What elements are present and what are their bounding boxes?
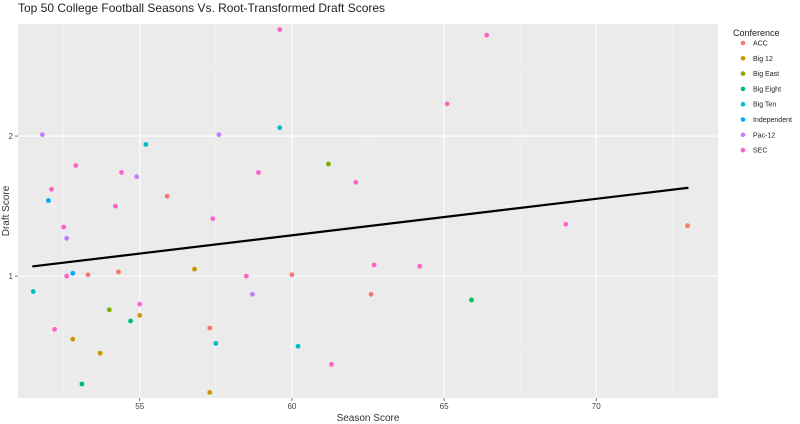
- data-point-independent: [46, 198, 51, 203]
- data-point-big-east: [326, 161, 331, 167]
- data-point-sec: [137, 301, 143, 307]
- data-point-sec: [119, 170, 124, 175]
- legend-label: Big East: [753, 71, 779, 78]
- data-point-sec: [563, 221, 569, 227]
- legend-title: Conference: [733, 28, 780, 38]
- x-axis-ticks: 55 60 65 70: [135, 398, 601, 411]
- data-point-acc: [289, 272, 295, 278]
- data-point-sec: [417, 263, 423, 269]
- trend-line: [32, 186, 689, 268]
- data-point-big-12: [192, 266, 197, 272]
- x-tick-label: 70: [592, 402, 601, 411]
- legend-swatch: [740, 71, 746, 76]
- legend: Conference ACC Big 12 Big East Big Eight Big…: [733, 28, 792, 155]
- data-point-big-ten: [213, 340, 219, 346]
- y-axis-title: Draft Score: [1, 185, 12, 236]
- x-tick-label: 65: [440, 402, 449, 411]
- data-point-pac-12: [64, 235, 70, 241]
- data-point-big-12: [70, 336, 76, 342]
- data-point-acc: [116, 269, 121, 275]
- legend-label: SEC: [753, 148, 767, 155]
- legend-items: ACC Big 12 Big East Big Eight Big Ten Indepen…: [740, 40, 792, 155]
- x-tick-label: 55: [135, 402, 144, 411]
- data-point-sec: [444, 101, 450, 107]
- data-point-sec: [277, 27, 283, 33]
- data-point-sec: [49, 186, 54, 192]
- legend-swatch: [740, 147, 746, 153]
- x-tick-label: 60: [287, 402, 296, 411]
- data-point-sec: [371, 262, 377, 268]
- data-point-pac-12: [249, 291, 255, 297]
- data-point-sec: [210, 216, 216, 222]
- legend-label: Big 12: [753, 56, 773, 63]
- legend-label: Big Ten: [753, 102, 776, 109]
- minor-gridlines: [18, 24, 718, 398]
- y-tick-label: 2: [9, 132, 14, 141]
- data-point-acc: [368, 291, 374, 297]
- data-point-big-eight: [79, 381, 85, 387]
- data-point-big-east: [106, 307, 112, 313]
- data-point-acc: [685, 223, 690, 229]
- data-point-big-12: [137, 312, 143, 318]
- legend-swatch: [740, 86, 746, 92]
- data-point-big-ten: [277, 125, 283, 131]
- data-point-sec: [61, 224, 67, 230]
- data-point-sec: [329, 361, 334, 367]
- legend-swatch: [740, 101, 746, 107]
- data-point-independent: [70, 270, 76, 276]
- data-point-big-ten: [30, 289, 36, 294]
- legend-label: Independent: [753, 117, 792, 124]
- data-point-sec: [256, 170, 261, 175]
- data-point-pac-12: [39, 132, 45, 138]
- x-axis-title: Season Score: [337, 413, 400, 424]
- data-point-acc: [164, 193, 170, 199]
- legend-swatch: [740, 56, 746, 61]
- data-point-acc: [85, 272, 91, 278]
- major-gridlines: [18, 24, 718, 398]
- legend-swatch: [740, 40, 746, 46]
- data-point-sec: [73, 163, 79, 168]
- legend-label: Big Eight: [753, 86, 781, 93]
- legend-swatch: [740, 132, 746, 138]
- data-point-sec: [112, 203, 118, 209]
- data-point-sec: [52, 326, 57, 332]
- legend-label: Pac-12: [753, 132, 775, 139]
- data-point-acc: [207, 325, 213, 331]
- y-tick-label: 1: [9, 272, 14, 281]
- data-point-pac-12: [216, 132, 222, 138]
- data-point-sec: [64, 273, 70, 279]
- data-points: [30, 27, 690, 395]
- data-point-big-eight: [469, 297, 474, 303]
- data-point-big-12: [97, 350, 103, 356]
- data-point-big-ten: [295, 343, 301, 349]
- legend-swatch: [740, 117, 746, 122]
- legend-label: ACC: [753, 41, 768, 48]
- data-point-big-eight: [128, 318, 134, 324]
- data-point-pac-12: [134, 174, 140, 180]
- data-point-sec: [243, 273, 249, 279]
- trend-line-layer: [32, 186, 689, 268]
- y-axis-ticks: 12: [9, 132, 18, 281]
- data-point-sec: [353, 179, 359, 185]
- data-point-sec: [484, 32, 490, 38]
- data-point-big-ten: [143, 142, 149, 147]
- chart-title: Top 50 College Football Seasons Vs. Root…: [18, 1, 385, 15]
- data-point-big-12: [207, 389, 213, 395]
